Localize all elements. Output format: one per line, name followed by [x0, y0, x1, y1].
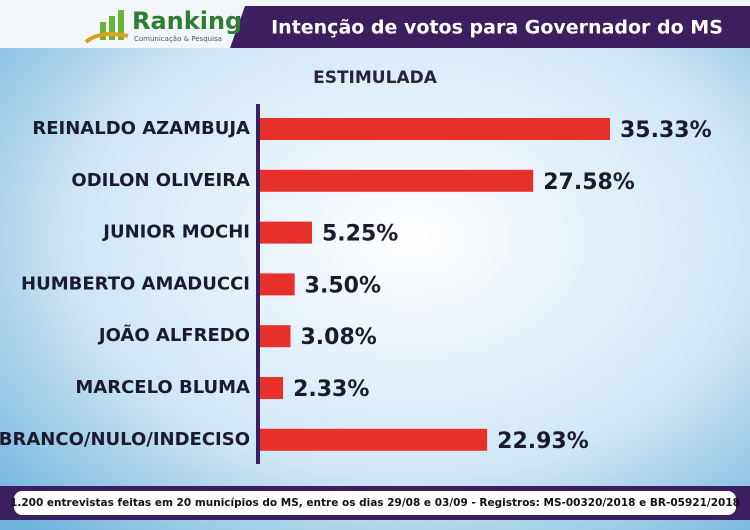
logo — [84, 10, 129, 44]
value-label: 3.08% — [301, 325, 377, 350]
footer-note: 1.200 entrevistas feitas em 20 município… — [10, 497, 740, 509]
bar — [260, 428, 488, 451]
bar — [260, 273, 295, 296]
category-label: HUMBERTO AMADUCCI — [21, 273, 250, 294]
value-label: 3.50% — [305, 273, 381, 298]
value-label: 22.93% — [497, 429, 589, 454]
category-label: MARCELO BLUMA — [75, 377, 250, 398]
chart-title: Intenção de votos para Governador do MS — [271, 17, 723, 39]
category-label: JOÃO ALFREDO — [97, 323, 250, 346]
value-label: 35.33% — [620, 118, 712, 143]
bar — [260, 118, 610, 140]
bar — [260, 325, 291, 348]
footer-box — [14, 491, 736, 515]
value-label: 2.33% — [293, 377, 369, 402]
brand-tagline: Comunicação & Pesquisa — [134, 35, 222, 43]
chart-subtitle: ESTIMULADA — [313, 68, 438, 88]
value-label: 5.25% — [322, 222, 398, 247]
bar — [260, 377, 284, 399]
category-label: REINALDO AZAMBUJA — [32, 118, 250, 139]
bar — [260, 169, 534, 192]
value-label: 27.58% — [543, 170, 635, 195]
category-label: JUNIOR MOCHI — [101, 222, 250, 243]
title-banner — [230, 6, 750, 48]
brand: Ranking — [132, 7, 242, 35]
category-label: BRANCO/NULO/INDECISO — [0, 429, 250, 450]
bar — [260, 221, 313, 244]
category-label: ODILON OLIVEIRA — [71, 170, 250, 191]
